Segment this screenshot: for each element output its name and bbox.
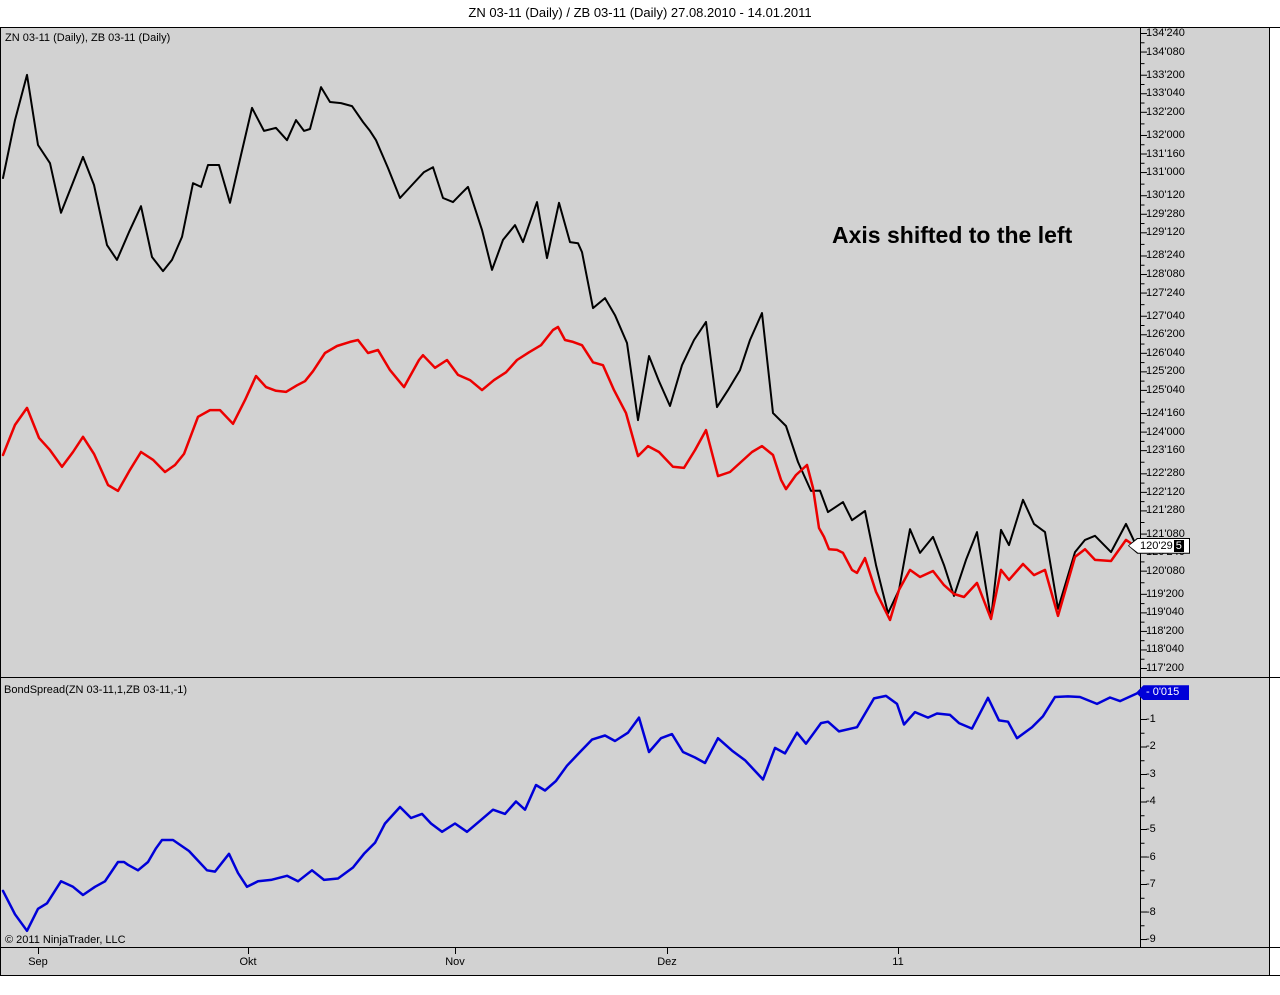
price-axis-label: 125'200 bbox=[1146, 365, 1185, 378]
price-axis-label: 131'000 bbox=[1146, 166, 1185, 179]
price-axis-label: 134'080 bbox=[1146, 45, 1185, 58]
spread-axis-label: -4 bbox=[1146, 795, 1156, 808]
price-axis-label: 122'280 bbox=[1146, 467, 1185, 480]
price-axis-label: 132'000 bbox=[1146, 128, 1185, 141]
time-axis-label: Okt bbox=[239, 956, 257, 968]
spread-axis-label: -3 bbox=[1146, 767, 1156, 780]
zb-series-line bbox=[1, 325, 1138, 622]
price-axis-label: 126'200 bbox=[1146, 328, 1185, 341]
price-axis-label: 132'200 bbox=[1146, 105, 1185, 118]
spread-axis-label: -9 bbox=[1146, 933, 1156, 946]
price-axis-label: 130'120 bbox=[1146, 189, 1185, 202]
price-axis-label: 129'280 bbox=[1146, 207, 1185, 220]
price-axis-label: 129'120 bbox=[1146, 226, 1185, 239]
last-price-marker-halftick: 5 bbox=[1173, 539, 1184, 552]
price-axis-label: 121'280 bbox=[1146, 504, 1185, 517]
time-axis-label: Nov bbox=[445, 956, 465, 968]
price-axis-label: 122'120 bbox=[1146, 485, 1185, 498]
price-axis-label: 124'000 bbox=[1146, 425, 1185, 438]
annotation-text: Axis shifted to the left bbox=[832, 222, 1073, 248]
spread-value-marker: - 0'015 bbox=[1136, 685, 1189, 701]
price-axis-label: 125'040 bbox=[1146, 383, 1185, 396]
spread-axis-label: -1 bbox=[1146, 712, 1156, 725]
chart-background bbox=[1, 28, 1269, 975]
spread-axis-label: -6 bbox=[1146, 850, 1156, 863]
last-price-marker: 120'29 5 bbox=[1128, 537, 1190, 554]
price-axis-label: 123'160 bbox=[1146, 444, 1185, 457]
price-axis-label: 124'160 bbox=[1146, 407, 1185, 420]
price-axis-label: 120'080 bbox=[1146, 564, 1185, 577]
price-axis-label: 127'040 bbox=[1146, 309, 1185, 322]
price-axis-label: 134'240 bbox=[1146, 27, 1185, 39]
price-axis-label: 127'240 bbox=[1146, 286, 1185, 299]
spread-axis-label: -7 bbox=[1146, 878, 1156, 890]
spread-axis-label: -8 bbox=[1146, 905, 1156, 918]
price-axis-label: 128'240 bbox=[1146, 249, 1185, 262]
spread-panel-label: BondSpread(ZN 03-11,1,ZB 03-11,-1) bbox=[4, 684, 188, 696]
time-axis-label: Sep bbox=[28, 956, 48, 968]
spread-series-line bbox=[1, 692, 1139, 933]
price-axis-label: 119'040 bbox=[1146, 606, 1184, 619]
price-axis-label: 133'040 bbox=[1146, 87, 1185, 100]
price-axis-label: 117'200 bbox=[1146, 661, 1184, 674]
price-axis-label: 128'080 bbox=[1146, 268, 1185, 281]
spread-axis-label: -2 bbox=[1146, 740, 1156, 753]
price-axis-label: 126'040 bbox=[1146, 346, 1185, 359]
last-price-marker-value: 120'29 5 bbox=[1129, 538, 1189, 553]
price-panel-label: ZN 03-11 (Daily), ZB 03-11 (Daily) bbox=[5, 32, 171, 44]
spread-axis-label: -5 bbox=[1146, 823, 1156, 835]
time-axis-label: 11 bbox=[892, 956, 904, 968]
price-axis-label: 121'080 bbox=[1146, 527, 1185, 540]
price-axis-label: 118'200 bbox=[1146, 624, 1184, 637]
price-axis-label: 119'200 bbox=[1146, 587, 1184, 600]
price-axis-label: 133'200 bbox=[1146, 68, 1185, 81]
zn-series-line bbox=[2, 73, 1137, 620]
window-title: ZN 03-11 (Daily) / ZB 03-11 (Daily) 27.0… bbox=[0, 0, 1280, 27]
time-axis-label: Dez bbox=[657, 956, 677, 968]
copyright-text: © 2011 NinjaTrader, LLC bbox=[5, 934, 126, 946]
price-axis-label: 131'160 bbox=[1146, 147, 1185, 160]
price-axis-label: 118'040 bbox=[1146, 643, 1184, 656]
